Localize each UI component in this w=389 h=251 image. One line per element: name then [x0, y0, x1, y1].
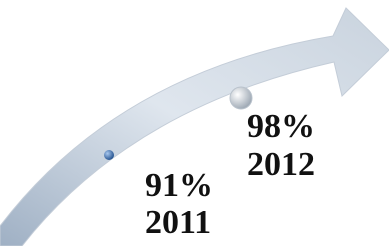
marker-dot: [230, 87, 252, 109]
point-year: 2011: [145, 204, 211, 241]
infographic: 91% 2011 98% 2012: [0, 0, 389, 246]
point-label: 91%: [145, 167, 213, 204]
point-year: 2012: [247, 146, 315, 183]
page: {"points": [{"label": "91%", "year": "20…: [0, 0, 389, 246]
point-label: 98%: [247, 108, 315, 145]
marker-dot: [104, 150, 114, 160]
